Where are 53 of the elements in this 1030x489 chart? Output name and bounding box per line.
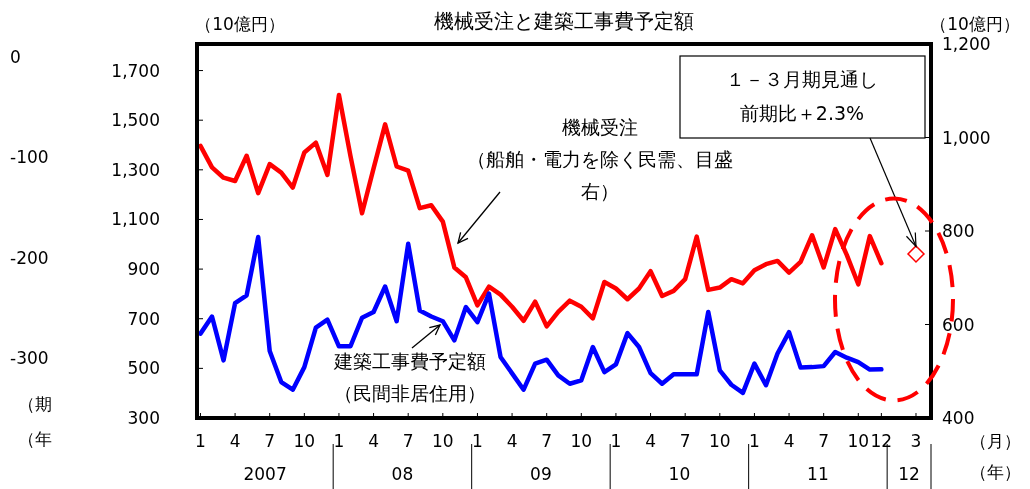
y-tick-label: 1,700	[111, 60, 160, 81]
x-tick-label: 7	[679, 431, 691, 451]
y-tick-label: 1,500	[111, 110, 160, 131]
x-tick-label: 10	[847, 431, 870, 451]
x-tick-label: 4	[368, 431, 379, 451]
text: 08	[391, 464, 414, 484]
x-tick-label: 1	[610, 431, 622, 451]
y-tick-label: 300	[127, 408, 160, 428]
text: 2007	[243, 464, 287, 484]
y3-tick-label: -300	[10, 347, 49, 368]
y2-tick-label: 600	[942, 314, 975, 335]
series-label: 建築工事費予定額（民間非居住用）	[333, 350, 486, 404]
y-axis-title: （10億円）	[195, 14, 285, 34]
text: 11	[807, 464, 829, 484]
chart-title: 機械受注と建築工事費予定額	[434, 9, 694, 33]
x-tick-label: 10	[570, 431, 593, 451]
y-tick-label: 1,300	[111, 159, 160, 180]
y-tick-label: 1,100	[111, 209, 160, 230]
x-tick-label: 12	[870, 431, 893, 451]
x-tick-label: 1	[333, 431, 345, 451]
x-tick-label: 4	[229, 431, 241, 451]
x-tick-label: 7	[818, 431, 830, 451]
x-tick-label: 7	[541, 431, 553, 451]
x-tick-label: 4	[645, 431, 656, 451]
y2-tick-label: 400	[942, 408, 975, 428]
text: 09	[530, 464, 552, 484]
text: （年	[18, 429, 52, 449]
x-tick-label: 10	[708, 431, 731, 451]
text: 12	[898, 464, 920, 484]
y-tick-label: 700	[127, 308, 160, 329]
x-tick-label: 4	[506, 431, 518, 451]
x-tick-label: 1	[749, 431, 760, 451]
y2-tick-label: 1,000	[942, 127, 991, 148]
x-tick-label: 3	[910, 431, 922, 451]
y2-tick-label: 1,200	[942, 34, 991, 54]
x-tick-label: 1	[472, 431, 483, 451]
y-tick-label: 500	[127, 358, 160, 379]
y3-tick-label: -200	[10, 247, 49, 268]
x-tick-label: 1	[195, 431, 206, 451]
text: （期	[18, 394, 52, 414]
x-tick-label: 4	[783, 431, 795, 451]
y3-tick-label: -100	[10, 147, 49, 168]
y2-axis-title: （10億円）	[930, 14, 1020, 34]
x-tick-label: 10	[293, 431, 316, 451]
y3-tick-label: 0	[10, 47, 21, 68]
x-tick-label: 7	[264, 431, 276, 451]
x-tick-label: 7	[402, 431, 414, 451]
text: （年）	[969, 462, 1021, 482]
text: 10	[668, 464, 691, 484]
x-tick-label: 10	[432, 431, 454, 451]
x-axis-title: （月）	[969, 431, 1021, 451]
y2-tick-label: 800	[942, 221, 975, 241]
y-tick-label: 900	[127, 259, 160, 280]
